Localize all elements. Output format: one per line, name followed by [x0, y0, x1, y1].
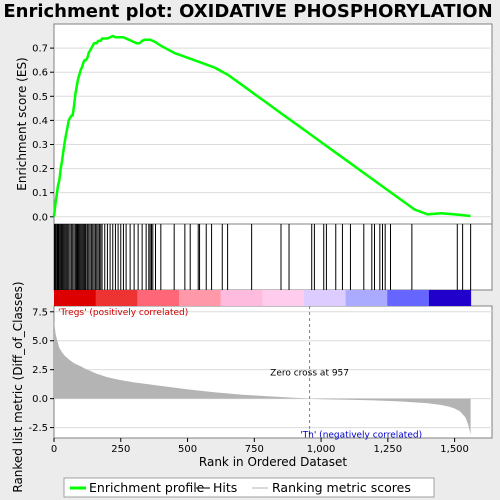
legend-label-hits: Hits	[213, 480, 237, 495]
es-y-gridlines	[54, 47, 492, 218]
metric-y-tick-label: 7.5	[32, 307, 48, 318]
es-curve-group	[52, 34, 471, 218]
es-y-tick-label: 0.3	[32, 140, 48, 151]
legend-box	[63, 477, 435, 498]
gradient-segment	[345, 290, 388, 306]
legend-label-enrichment-profile: Enrichment profile	[89, 480, 205, 495]
x-tick-label: 1,000	[307, 444, 336, 455]
x-tick-label: 1,250	[374, 444, 403, 455]
metric-y-tick-label: -2.5	[28, 423, 48, 434]
es-curve-line	[52, 34, 471, 218]
metric-y-axis-label: Ranked list metric (Diff_of_Classes)	[11, 281, 25, 492]
es-y-axis-label: Enrichment score (ES)	[15, 57, 29, 190]
negative-class-label: 'Th' (negatively correlated)	[300, 430, 422, 440]
metric-y-tick-label: 0.0	[32, 394, 48, 405]
es-y-tick-label: 0.5	[32, 92, 48, 103]
es-y-tick-label: 0.6	[32, 68, 48, 79]
x-axis-label: Rank in Ordered Dataset	[199, 455, 347, 469]
positive-class-label: 'Tregs' (positively correlated)	[58, 308, 188, 318]
es-y-tick-label: 0.0	[32, 212, 48, 223]
zero-cross-label: Zero cross at 957	[270, 368, 349, 378]
x-tick-label: 0	[51, 444, 57, 455]
hit-marks	[54, 224, 472, 290]
metric-y-tick-label: 2.5	[32, 365, 48, 376]
gradient-segment	[303, 290, 347, 306]
gradient-segment	[387, 290, 430, 306]
chart-title: Enrichment plot: OXIDATIVE PHOSPHORYLATI…	[3, 1, 492, 22]
x-tick-label: 1,500	[440, 444, 469, 455]
rank-gradient-bar	[54, 290, 472, 306]
es-panel	[53, 23, 493, 225]
x-tick-label: 500	[178, 444, 197, 455]
gradient-segment	[137, 290, 180, 306]
legend-label-ranking-metric: Ranking metric scores	[272, 480, 411, 495]
gradient-segment	[262, 290, 305, 306]
es-y-tick-label: 0.4	[32, 116, 48, 127]
gradient-segment	[220, 290, 263, 306]
x-tick-label: 750	[245, 444, 264, 455]
gradient-segment	[54, 290, 97, 306]
metric-y-axis: 7.5 5.0 2.5 0.0 -2.5	[28, 307, 54, 434]
es-y-tick-label: 0.1	[32, 188, 48, 199]
x-axis: 0 250 500 750 1,000 1,250 1,500	[51, 438, 469, 455]
hits-panel	[53, 223, 493, 291]
gradient-segment	[428, 290, 472, 306]
metric-y-tick-label: 5.0	[32, 336, 48, 347]
es-y-tick-label: 0.2	[32, 164, 48, 175]
x-tick-label: 250	[111, 444, 130, 455]
es-y-tick-label: 0.7	[32, 44, 48, 55]
metric-panel	[53, 305, 493, 439]
es-y-axis: 0.0 0.1 0.2 0.3 0.4 0.5 0.6 0.7	[32, 44, 54, 223]
gradient-segment	[178, 290, 222, 306]
gradient-segment	[95, 290, 138, 306]
